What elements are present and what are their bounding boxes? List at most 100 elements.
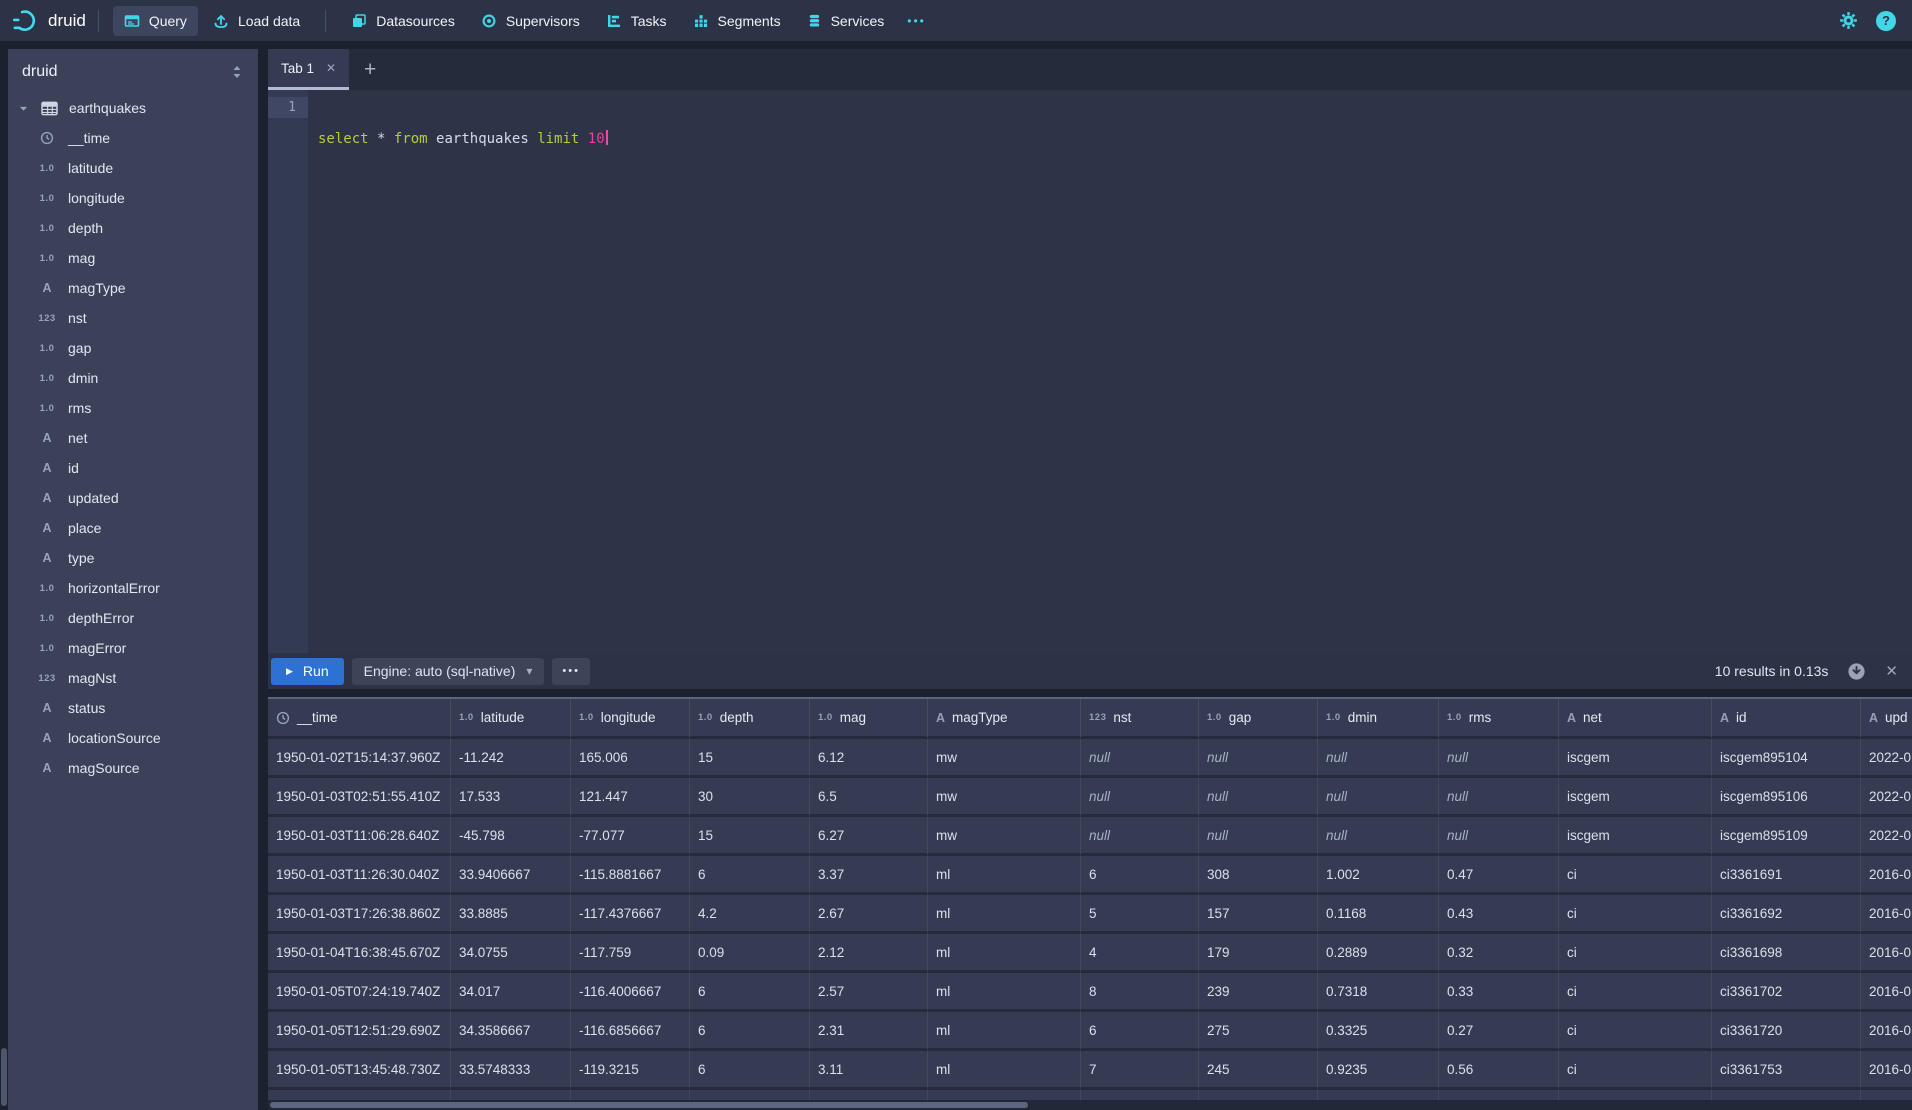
cell[interactable]: 1950-01-05T07:24:19.740Z xyxy=(268,973,451,1012)
cell[interactable]: ml xyxy=(928,856,1081,895)
cell[interactable]: null xyxy=(1199,778,1318,817)
sql-text[interactable]: select * from earthquakes limit 10 xyxy=(318,129,608,150)
column-item[interactable]: 1.0 horizontalError xyxy=(8,573,258,603)
chevron-down-icon[interactable] xyxy=(17,102,37,115)
nav-item-tasks[interactable]: Tasks xyxy=(595,6,678,36)
cell[interactable]: 6 xyxy=(1081,856,1199,895)
nav-item-query[interactable]: Query xyxy=(113,6,198,36)
cell[interactable]: 0.7318 xyxy=(1318,973,1439,1012)
engine-select[interactable]: Engine: auto (sql-native) ▾ xyxy=(352,658,545,685)
cell[interactable]: -117.4376667 xyxy=(571,895,690,934)
cell[interactable]: 2016-0 xyxy=(1861,1051,1912,1090)
cell[interactable]: ci3361692 xyxy=(1712,895,1861,934)
cell[interactable]: 165.006 xyxy=(571,739,690,778)
cell[interactable]: -45.798 xyxy=(451,817,571,856)
cell[interactable]: -11.242 xyxy=(451,739,571,778)
nav-item-services[interactable]: Services xyxy=(796,6,896,36)
cell[interactable]: 2022-0 xyxy=(1861,817,1912,856)
cell[interactable]: 2.31 xyxy=(810,1012,928,1051)
cell[interactable]: ci3361691 xyxy=(1712,856,1861,895)
column-item[interactable]: A place xyxy=(8,513,258,543)
column-header-magtype[interactable]: AmagType xyxy=(928,699,1081,739)
cell[interactable]: 5 xyxy=(1081,895,1199,934)
cell[interactable]: 0.27 xyxy=(1439,1012,1559,1051)
cell[interactable]: 121.447 xyxy=(571,778,690,817)
cell[interactable]: 2022-0 xyxy=(1861,739,1912,778)
datasource-item-earthquakes[interactable]: earthquakes xyxy=(8,93,258,123)
cell[interactable]: 0.1168 xyxy=(1318,895,1439,934)
cell[interactable]: 2016-0 xyxy=(1861,895,1912,934)
cell[interactable]: 2022-0 xyxy=(1861,778,1912,817)
tab-1[interactable]: Tab 1 ✕ xyxy=(268,49,349,90)
cell[interactable]: 15 xyxy=(690,817,810,856)
cell[interactable]: ml xyxy=(928,1012,1081,1051)
editor-code-area[interactable]: select * from earthquakes limit 10 xyxy=(308,90,608,653)
cell[interactable]: 4 xyxy=(1081,934,1199,973)
column-item[interactable]: 1.0 latitude xyxy=(8,153,258,183)
cell[interactable]: 6.5 xyxy=(810,778,928,817)
cell[interactable]: 1950-01-03T02:51:55.410Z xyxy=(268,778,451,817)
cell[interactable]: iscgem895109 xyxy=(1712,817,1861,856)
cell[interactable]: 17.533 xyxy=(451,778,571,817)
column-header-id[interactable]: Aid xyxy=(1712,699,1861,739)
cell[interactable]: 6 xyxy=(690,1012,810,1051)
cell[interactable]: 7 xyxy=(1081,1051,1199,1090)
cell[interactable]: 3.11 xyxy=(810,1051,928,1090)
cell[interactable]: ci xyxy=(1559,1051,1712,1090)
close-results-icon[interactable]: ✕ xyxy=(1885,662,1898,680)
cell[interactable]: ci xyxy=(1559,934,1712,973)
cell[interactable]: ci xyxy=(1559,973,1712,1012)
cell[interactable]: 245 xyxy=(1199,1051,1318,1090)
cell[interactable]: iscgem895106 xyxy=(1712,778,1861,817)
column-header-longitude[interactable]: 1.0longitude xyxy=(571,699,690,739)
nav-item-load-data[interactable]: Load data xyxy=(202,6,311,36)
column-item[interactable]: __time xyxy=(8,123,258,153)
cell[interactable]: -77.077 xyxy=(571,817,690,856)
cell[interactable]: ci3361720 xyxy=(1712,1012,1861,1051)
cell[interactable]: -117.759 xyxy=(571,934,690,973)
column-header-rms[interactable]: 1.0rms xyxy=(1439,699,1559,739)
cell[interactable]: ml xyxy=(928,1051,1081,1090)
column-item[interactable]: 1.0 gap xyxy=(8,333,258,363)
cell[interactable]: 0.56 xyxy=(1439,1051,1559,1090)
column-item[interactable]: 1.0 dmin xyxy=(8,363,258,393)
column-header-nst[interactable]: 123nst xyxy=(1081,699,1199,739)
cell[interactable]: null xyxy=(1439,778,1559,817)
column-header--time[interactable]: __time xyxy=(268,699,451,739)
column-header-upd[interactable]: Aupd xyxy=(1861,699,1912,739)
column-item[interactable]: A magSource xyxy=(8,753,258,783)
cell[interactable]: 1950-01-04T16:38:45.670Z xyxy=(268,934,451,973)
cell[interactable]: null xyxy=(1318,817,1439,856)
cell[interactable]: 34.0755 xyxy=(451,934,571,973)
cell[interactable]: 30 xyxy=(690,778,810,817)
column-item[interactable]: A status xyxy=(8,693,258,723)
sidebar-scrollbar[interactable] xyxy=(1,1048,7,1106)
column-item[interactable]: 123 magNst xyxy=(8,663,258,693)
cell[interactable]: null xyxy=(1081,778,1199,817)
cell[interactable]: 0.9235 xyxy=(1318,1051,1439,1090)
cell[interactable]: 2016-0 xyxy=(1861,856,1912,895)
sql-editor[interactable]: 1 select * from earthquakes limit 10 xyxy=(268,90,1912,653)
cell[interactable]: iscgem xyxy=(1559,778,1712,817)
cell[interactable]: mw xyxy=(928,778,1081,817)
cell[interactable]: null xyxy=(1199,817,1318,856)
cell[interactable]: 308 xyxy=(1199,856,1318,895)
cell[interactable]: 8 xyxy=(1081,973,1199,1012)
cell[interactable]: -119.3215 xyxy=(571,1051,690,1090)
cell[interactable]: 0.32 xyxy=(1439,934,1559,973)
cell[interactable]: mw xyxy=(928,817,1081,856)
horizontal-scrollbar[interactable] xyxy=(268,1100,1912,1110)
cell[interactable]: 1.002 xyxy=(1318,856,1439,895)
cell[interactable]: 2016-0 xyxy=(1861,934,1912,973)
cell[interactable]: ci xyxy=(1559,895,1712,934)
cell[interactable]: 6 xyxy=(1081,1012,1199,1051)
cell[interactable]: 3.37 xyxy=(810,856,928,895)
scrollbar-thumb[interactable] xyxy=(270,1102,1028,1108)
cell[interactable]: 6 xyxy=(690,973,810,1012)
close-tab-icon[interactable]: ✕ xyxy=(326,61,336,75)
cell[interactable]: -116.4006667 xyxy=(571,973,690,1012)
column-header-latitude[interactable]: 1.0latitude xyxy=(451,699,571,739)
cell[interactable]: 179 xyxy=(1199,934,1318,973)
query-more-button[interactable]: ••• xyxy=(552,658,590,685)
nav-item-datasources[interactable]: Datasources xyxy=(340,6,466,36)
